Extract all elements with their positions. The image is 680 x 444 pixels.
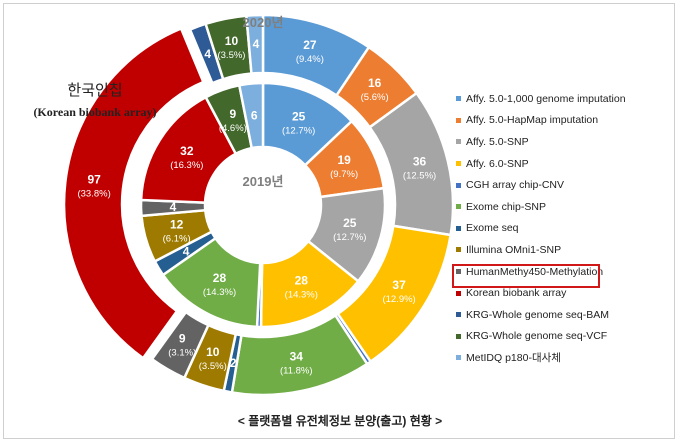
legend-swatch: [456, 269, 461, 275]
inner-label-1: 19: [337, 153, 351, 167]
inner-label-7: 12: [170, 217, 184, 231]
legend-label: Affy. 5.0-SNP: [466, 135, 529, 148]
outer-label-9: 97: [87, 173, 101, 187]
outer-label-0: 27: [303, 38, 317, 52]
outer-slice-9: [62, 26, 206, 360]
inner-label-6: 4: [183, 245, 190, 259]
inner-label-8: 4: [170, 200, 177, 214]
callout-korean: 한국인칩: [67, 82, 122, 99]
legend-item: Affy. 6.0-SNP: [456, 153, 626, 175]
chart-caption: < 플랫폼별 유전체정보 분양(출고) 현황 >: [237, 414, 443, 428]
legend-swatch: [456, 117, 461, 123]
legend-swatch: [456, 225, 461, 231]
outer-label-7: 10: [206, 345, 220, 359]
legend-swatch: [456, 355, 461, 361]
legend-swatch: [456, 161, 461, 167]
legend-swatch: [456, 204, 461, 210]
legend-item: MetIDQ p180-대사체: [456, 347, 626, 369]
inner-slice-12: [237, 81, 265, 150]
outer-label-5: 34: [290, 350, 304, 364]
inner-percent-9: (16.3%): [170, 160, 203, 171]
legend-label: Exome seq: [466, 222, 519, 235]
callout-english: (Korean biobank array): [33, 105, 156, 119]
legend-item: Affy. 5.0-SNP: [456, 131, 626, 153]
inner-label-5: 28: [213, 271, 227, 285]
outer-slice-12: [245, 13, 265, 75]
outer-percent-11: (3.5%): [217, 50, 245, 61]
legend-item: Exome chip-SNP: [456, 196, 626, 218]
outer-label-1: 16: [368, 76, 382, 90]
legend-swatch: [456, 182, 461, 188]
legend: Affy. 5.0-1,000 genome imputation Affy. 5…: [456, 88, 626, 369]
legend-item: KRG-Whole genome seq-VCF: [456, 326, 626, 348]
legend-label: KRG-Whole genome seq-VCF: [466, 330, 608, 343]
inner-percent-5: (14.3%): [203, 287, 236, 298]
legend-label: Illumina OMni1-SNP: [466, 243, 562, 256]
chart-frame: [3, 3, 675, 439]
legend-swatch: [456, 312, 461, 318]
inner-label-3: 28: [295, 273, 309, 287]
legend-swatch: [456, 139, 461, 145]
outer-ring-title: 2020년: [243, 15, 284, 30]
legend-item: Exome seq: [456, 218, 626, 240]
outer-label-8: 9: [179, 331, 186, 345]
legend-item: HumanMethy450-Methylation: [456, 261, 626, 283]
outer-label-6: 2: [230, 356, 237, 370]
outer-label-3: 37: [392, 278, 406, 292]
outer-label-10: 4: [204, 47, 211, 61]
inner-label-2: 25: [343, 216, 357, 230]
legend-label: Affy. 5.0-HapMap imputation: [466, 114, 599, 127]
outer-slice-8: [150, 310, 211, 380]
legend-label: HumanMethy450-Methylation: [466, 265, 604, 278]
outer-label-12: 4: [253, 37, 260, 51]
inner-percent-1: (9.7%): [330, 169, 358, 180]
outer-percent-9: (33.8%): [77, 189, 110, 200]
legend-item: CGH array chip-CNV: [456, 174, 626, 196]
outer-percent-0: (9.4%): [296, 54, 324, 65]
legend-item: KRG-Whole genome seq-BAM: [456, 304, 626, 326]
outer-percent-2: (12.5%): [403, 170, 436, 181]
inner-percent-2: (12.7%): [333, 232, 366, 243]
outer-label-11: 10: [225, 34, 239, 48]
legend-item: Affy. 5.0-HapMap imputation: [456, 110, 626, 132]
inner-label-0: 25: [292, 109, 306, 123]
legend-label: CGH array chip-CNV: [466, 179, 565, 192]
inner-percent-7: (6.1%): [163, 233, 191, 244]
outer-percent-8: (3.1%): [168, 347, 196, 358]
outer-percent-1: (5.6%): [361, 92, 389, 103]
legend-item: Illumina OMni1-SNP: [456, 239, 626, 261]
legend-label: MetIDQ p180-대사체: [466, 352, 561, 365]
legend-swatch: [456, 333, 461, 339]
inner-label-12: 6: [251, 108, 258, 122]
inner-label-9: 32: [180, 144, 194, 158]
inner-percent-0: (12.7%): [282, 125, 315, 136]
legend-item: Korean biobank array: [456, 282, 626, 304]
legend-label: Affy. 5.0-1,000 genome imputation: [466, 92, 626, 105]
legend-label: Exome chip-SNP: [466, 200, 546, 213]
legend-label: Affy. 6.0-SNP: [466, 157, 529, 170]
legend-highlight-box: [452, 264, 600, 288]
legend-label: KRG-Whole genome seq-BAM: [466, 308, 609, 321]
inner-label-11: 9: [229, 107, 236, 121]
outer-percent-7: (3.5%): [199, 361, 227, 372]
legend-item: Affy. 5.0-1,000 genome imputation: [456, 88, 626, 110]
inner-ring-title: 2019년: [243, 174, 284, 189]
legend-swatch: [456, 290, 461, 296]
inner-percent-3: (14.3%): [285, 289, 318, 300]
inner-percent-11: (4.6%): [219, 123, 247, 134]
outer-percent-3: (12.9%): [382, 294, 415, 305]
outer-percent-5: (11.8%): [280, 366, 313, 377]
legend-swatch: [456, 96, 461, 102]
legend-swatch: [456, 247, 461, 253]
outer-label-2: 36: [413, 154, 427, 168]
legend-label: Korean biobank array: [466, 287, 567, 300]
